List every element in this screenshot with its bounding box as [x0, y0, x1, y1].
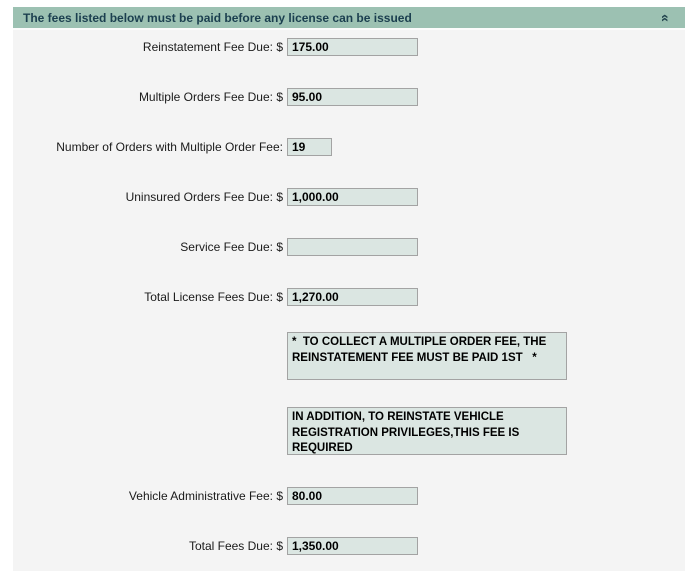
total-license-fees-input[interactable] [287, 288, 418, 306]
multiple-orders-fee-input[interactable] [287, 88, 418, 106]
service-fee-input[interactable] [287, 238, 418, 256]
total-license-fees-label: Total License Fees Due: $ [144, 290, 283, 304]
field-row-service-fee: Service Fee Due: $ [13, 238, 685, 256]
field-row-uninsured-orders-fee: Uninsured Orders Fee Due: $ [13, 188, 685, 206]
field-row-reinstatement-fee: Reinstatement Fee Due: $ [13, 38, 685, 56]
collapse-chevron-icon[interactable] [659, 11, 673, 25]
field-row-orders-count: Number of Orders with Multiple Order Fee… [13, 138, 685, 156]
service-fee-label: Service Fee Due: $ [180, 240, 283, 254]
total-fees-label: Total Fees Due: $ [188, 539, 283, 553]
field-row-multiple-orders-fee: Multiple Orders Fee Due: $ [13, 88, 685, 106]
orders-count-input[interactable] [287, 138, 332, 156]
note-multiple-order-fee: * TO COLLECT A MULTIPLE ORDER FEE, THE R… [287, 332, 567, 380]
orders-count-label: Number of Orders with Multiple Order Fee… [56, 140, 283, 154]
field-row-total-license-fees: Total License Fees Due: $ [13, 288, 685, 306]
total-fees-input[interactable] [287, 537, 418, 555]
panel-title: The fees listed below must be paid befor… [23, 10, 412, 25]
vehicle-admin-fee-label: Vehicle Administrative Fee: $ [128, 489, 283, 503]
panel-header[interactable]: The fees listed below must be paid befor… [13, 7, 685, 30]
field-row-total-fees: Total Fees Due: $ [13, 537, 685, 555]
vehicle-admin-fee-input[interactable] [287, 487, 418, 505]
note-row-multiple-order: * TO COLLECT A MULTIPLE ORDER FEE, THE R… [13, 332, 685, 380]
note-reinstate-vehicle: IN ADDITION, TO REINSTATE VEHICLE REGIST… [287, 407, 567, 455]
reinstatement-fee-label: Reinstatement Fee Due: $ [142, 40, 283, 54]
fees-panel: The fees listed below must be paid befor… [13, 7, 685, 571]
uninsured-orders-fee-input[interactable] [287, 188, 418, 206]
note-row-reinstate-vehicle: IN ADDITION, TO REINSTATE VEHICLE REGIST… [13, 407, 685, 455]
uninsured-orders-fee-label: Uninsured Orders Fee Due: $ [125, 190, 283, 204]
reinstatement-fee-input[interactable] [287, 38, 418, 56]
multiple-orders-fee-label: Multiple Orders Fee Due: $ [138, 90, 283, 104]
panel-body: Reinstatement Fee Due: $ Multiple Orders… [13, 30, 685, 571]
field-row-vehicle-admin-fee: Vehicle Administrative Fee: $ [13, 487, 685, 505]
